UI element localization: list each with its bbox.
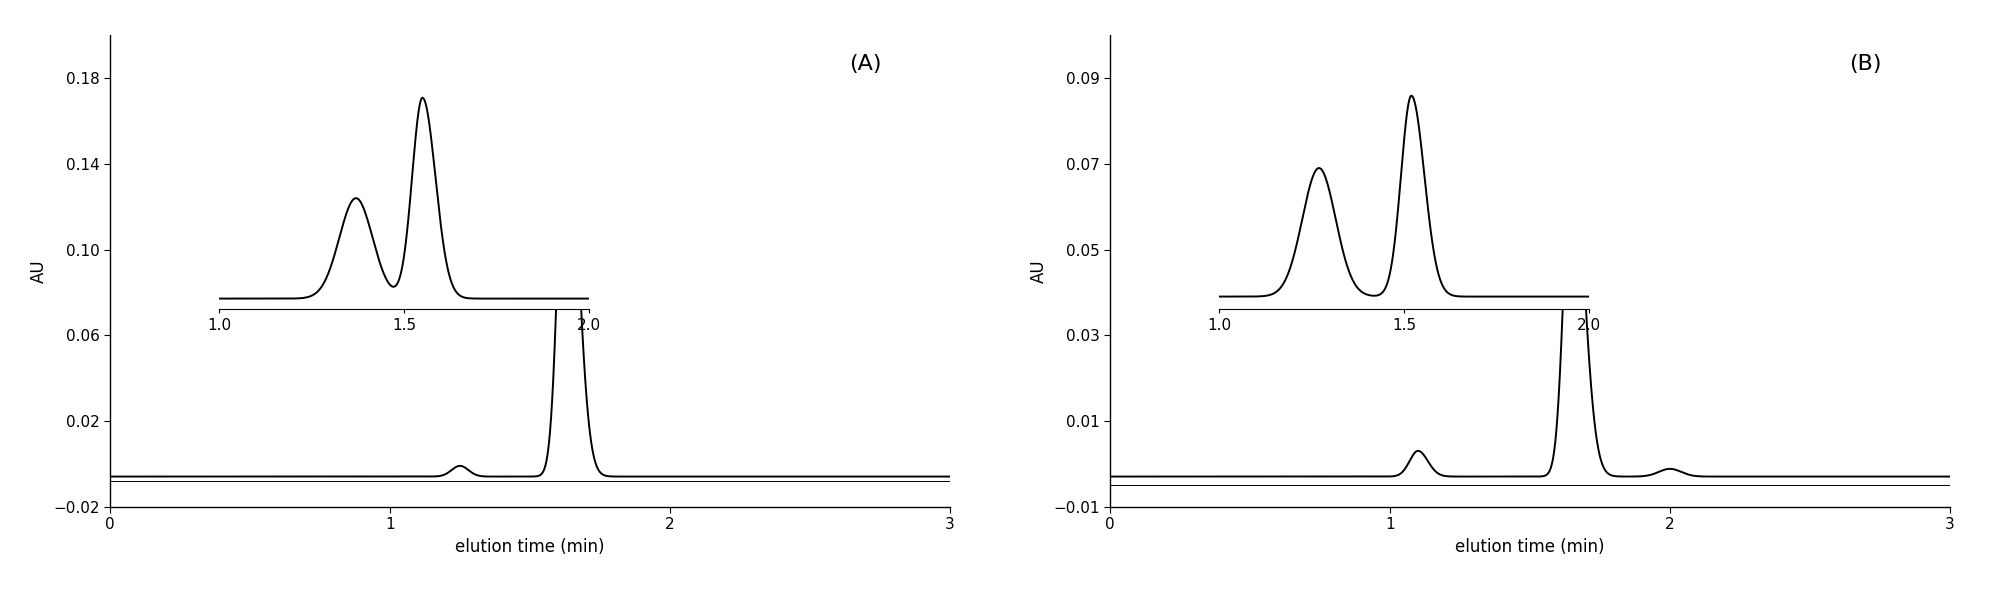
Text: (B): (B) (1850, 54, 1882, 74)
X-axis label: elution time (min): elution time (min) (1456, 538, 1604, 555)
Text: (A): (A) (850, 54, 882, 74)
Y-axis label: AU: AU (30, 259, 48, 283)
Y-axis label: AU: AU (1030, 259, 1048, 283)
X-axis label: elution time (min): elution time (min) (456, 538, 604, 555)
